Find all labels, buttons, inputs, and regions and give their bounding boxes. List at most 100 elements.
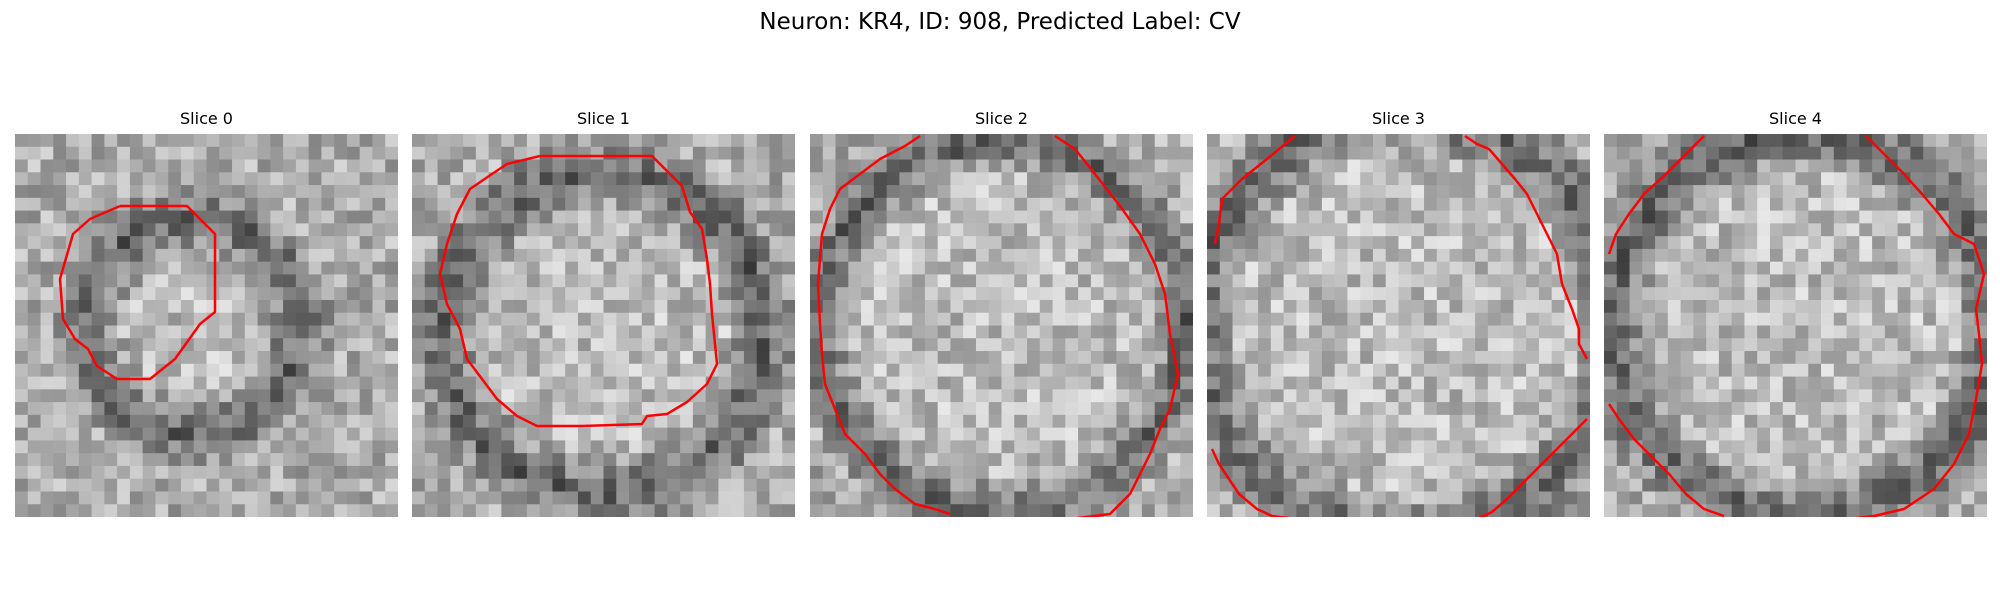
image-pixel	[1436, 338, 1451, 352]
image-pixel	[577, 465, 592, 480]
image-pixel	[861, 465, 875, 480]
image-pixel	[937, 338, 952, 352]
image-pixel	[1296, 287, 1310, 301]
image-pixel	[1283, 146, 1297, 161]
image-pixel	[91, 504, 105, 517]
image-pixel	[1961, 351, 1975, 365]
image-pixel	[1449, 376, 1463, 390]
image-pixel	[104, 236, 118, 250]
image-pixel	[1424, 414, 1438, 429]
image-pixel	[1411, 389, 1425, 403]
image-pixel	[15, 248, 29, 263]
image-pixel	[1884, 465, 1899, 480]
image-pixel	[1167, 134, 1181, 148]
image-pixel	[1744, 338, 1758, 352]
image-pixel	[1693, 363, 1707, 378]
image-pixel	[577, 504, 592, 517]
image-pixel	[1526, 453, 1540, 467]
image-pixel	[924, 427, 939, 441]
image-pixel	[180, 236, 195, 250]
image-pixel	[168, 274, 182, 288]
image-pixel	[168, 427, 182, 441]
image-pixel	[899, 338, 913, 352]
image-pixel	[1001, 197, 1015, 212]
image-pixel	[680, 299, 694, 314]
image-pixel	[1154, 402, 1169, 416]
image-pixel	[1846, 491, 1860, 505]
image-pixel	[1795, 338, 1809, 352]
image-pixel	[463, 210, 477, 224]
image-pixel	[1360, 402, 1374, 416]
image-pixel	[1283, 491, 1297, 505]
image-pixel	[412, 440, 426, 454]
image-pixel	[654, 223, 668, 237]
image-pixel	[1078, 363, 1092, 378]
image-pixel	[782, 440, 795, 454]
image-pixel	[1680, 248, 1694, 263]
image-pixel	[334, 453, 348, 467]
contour-outline	[1464, 134, 1589, 360]
image-pixel	[1487, 389, 1502, 403]
image-pixel	[565, 389, 579, 403]
image-pixel	[810, 261, 824, 276]
image-pixel	[822, 172, 837, 186]
image-pixel	[603, 312, 617, 327]
image-pixel	[1616, 491, 1631, 505]
image-pixel	[680, 325, 694, 339]
image-pixel	[1923, 146, 1937, 161]
image-pixel	[1129, 427, 1143, 441]
image-pixel	[1808, 376, 1822, 390]
image-pixel	[475, 491, 490, 505]
image-pixel	[334, 210, 348, 224]
image-pixel	[1795, 159, 1809, 173]
image-pixel	[270, 427, 284, 441]
image-pixel	[257, 491, 271, 505]
image-pixel	[1655, 351, 1669, 365]
image-pixel	[321, 440, 335, 454]
image-pixel	[193, 427, 208, 441]
image-pixel	[1629, 287, 1643, 301]
image-pixel	[1782, 287, 1797, 301]
image-pixel	[1039, 376, 1054, 390]
image-pixel	[731, 299, 745, 314]
image-pixel	[78, 172, 93, 186]
image-pixel	[244, 465, 259, 480]
image-pixel	[1103, 274, 1117, 288]
image-pixel	[912, 159, 926, 173]
image-pixel	[692, 338, 707, 352]
image-pixel	[886, 414, 900, 429]
image-pixel	[1372, 465, 1387, 480]
image-pixel	[1859, 261, 1873, 276]
image-pixel	[1935, 261, 1950, 276]
image-pixel	[1372, 440, 1387, 454]
image-pixel	[886, 427, 900, 441]
image-pixel	[835, 504, 849, 517]
image-pixel	[91, 134, 105, 148]
image-pixel	[1014, 453, 1028, 467]
image-pixel	[206, 389, 220, 403]
image-pixel	[359, 159, 374, 173]
image-pixel	[475, 274, 490, 288]
image-pixel	[718, 274, 732, 288]
image-pixel	[1232, 402, 1246, 416]
image-pixel	[1935, 236, 1950, 250]
image-pixel	[1103, 453, 1117, 467]
image-pixel	[1180, 287, 1193, 301]
image-pixel	[257, 363, 271, 378]
image-pixel	[731, 159, 745, 173]
image-pixel	[257, 197, 271, 212]
image-pixel	[1693, 312, 1707, 327]
image-pixel	[321, 299, 335, 314]
image-pixel	[590, 236, 605, 250]
image-pixel	[822, 185, 837, 199]
image-pixel	[1808, 210, 1822, 224]
image-pixel	[1270, 504, 1285, 517]
image-pixel	[629, 504, 643, 517]
image-pixel	[1027, 325, 1041, 339]
image-pixel	[731, 210, 745, 224]
image-pixel	[129, 134, 144, 148]
image-pixel	[1154, 325, 1169, 339]
image-pixel	[1910, 427, 1924, 441]
image-pixel	[743, 440, 758, 454]
image-pixel	[78, 146, 93, 161]
